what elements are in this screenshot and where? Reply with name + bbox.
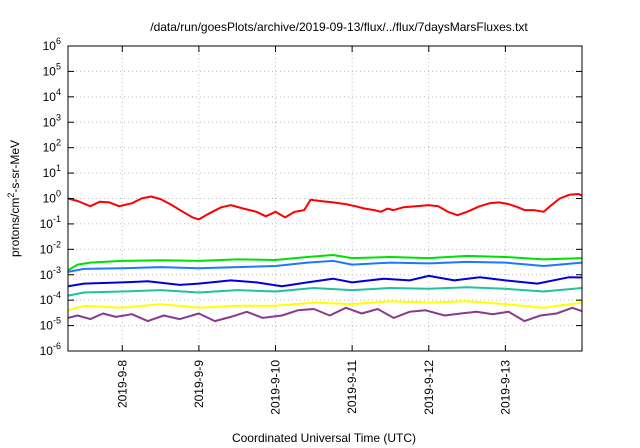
y-tick-exp: 5	[56, 61, 61, 71]
y-tick-exp: -1	[53, 214, 61, 224]
y-tick-label: 10-6	[40, 341, 61, 358]
y-tick-base: 10	[43, 90, 57, 104]
series-line-5	[68, 286, 582, 297]
series-line-3	[68, 259, 582, 273]
series-line-7	[68, 306, 582, 323]
y-tick-base: 10	[40, 268, 54, 282]
y-tick-base: 10	[40, 344, 54, 358]
y-tick-base: 10	[43, 192, 57, 206]
y-tick-exp: 6	[56, 36, 61, 46]
y-tick-label: 104	[43, 87, 61, 104]
x-tick-label: 2019-9-9	[192, 360, 206, 408]
y-tick-base: 10	[43, 64, 57, 78]
series-line-6	[68, 300, 582, 312]
y-tick-exp: -5	[53, 316, 61, 326]
y-tick-base: 10	[43, 39, 57, 53]
y-tick-base: 10	[40, 217, 54, 231]
y-tick-base: 10	[40, 242, 54, 256]
y-tick-label: 100	[43, 189, 61, 206]
x-tick-label: 2019-9-13	[498, 360, 512, 415]
axes: 10-610-510-410-310-210-11001011021031041…	[6, 36, 582, 415]
x-tick-label: 2019-9-8	[115, 360, 129, 408]
y-axis-label: protons/cm2-s-sr-MeV	[6, 140, 22, 257]
y-tick-exp: 3	[56, 112, 61, 122]
y-tick-base: 10	[43, 166, 57, 180]
y-tick-exp: -4	[53, 290, 61, 300]
y-tick-exp: -6	[53, 341, 61, 351]
y-tick-label: 10-4	[40, 290, 61, 307]
y-tick-base: 10	[43, 141, 57, 155]
y-tick-exp: 0	[56, 189, 61, 199]
y-tick-exp: 2	[56, 138, 61, 148]
y-tick-label: 10-1	[40, 214, 61, 231]
chart-title: /data/run/goesPlots/archive/2019-09-13/f…	[150, 20, 528, 34]
y-tick-label: 106	[43, 36, 61, 53]
y-tick-base: 10	[43, 115, 57, 129]
series-group	[68, 193, 582, 323]
y-tick-label: 102	[43, 138, 61, 155]
y-tick-label: 10-2	[40, 239, 61, 256]
x-tick-label: 2019-9-12	[422, 360, 436, 415]
x-tick-label: 2019-9-11	[345, 360, 359, 414]
grid	[68, 46, 582, 351]
series-line-1	[68, 193, 582, 221]
y-tick-label: 101	[43, 163, 61, 180]
series-line-2	[68, 254, 582, 272]
series-line-4	[68, 274, 582, 288]
y-tick-exp: -2	[53, 239, 61, 249]
y-tick-exp: 1	[56, 163, 61, 173]
y-tick-label: 10-5	[40, 316, 61, 333]
y-tick-exp: 4	[56, 87, 61, 97]
y-tick-exp: -3	[53, 265, 61, 275]
y-tick-base: 10	[40, 293, 54, 307]
y-tick-base: 10	[40, 319, 54, 333]
y-tick-label: 105	[43, 61, 61, 78]
y-tick-label: 103	[43, 112, 61, 129]
y-tick-label: 10-3	[40, 265, 61, 282]
x-axis-label: Coordinated Universal Time (UTC)	[232, 431, 416, 445]
x-tick-label: 2019-9-10	[269, 360, 283, 415]
